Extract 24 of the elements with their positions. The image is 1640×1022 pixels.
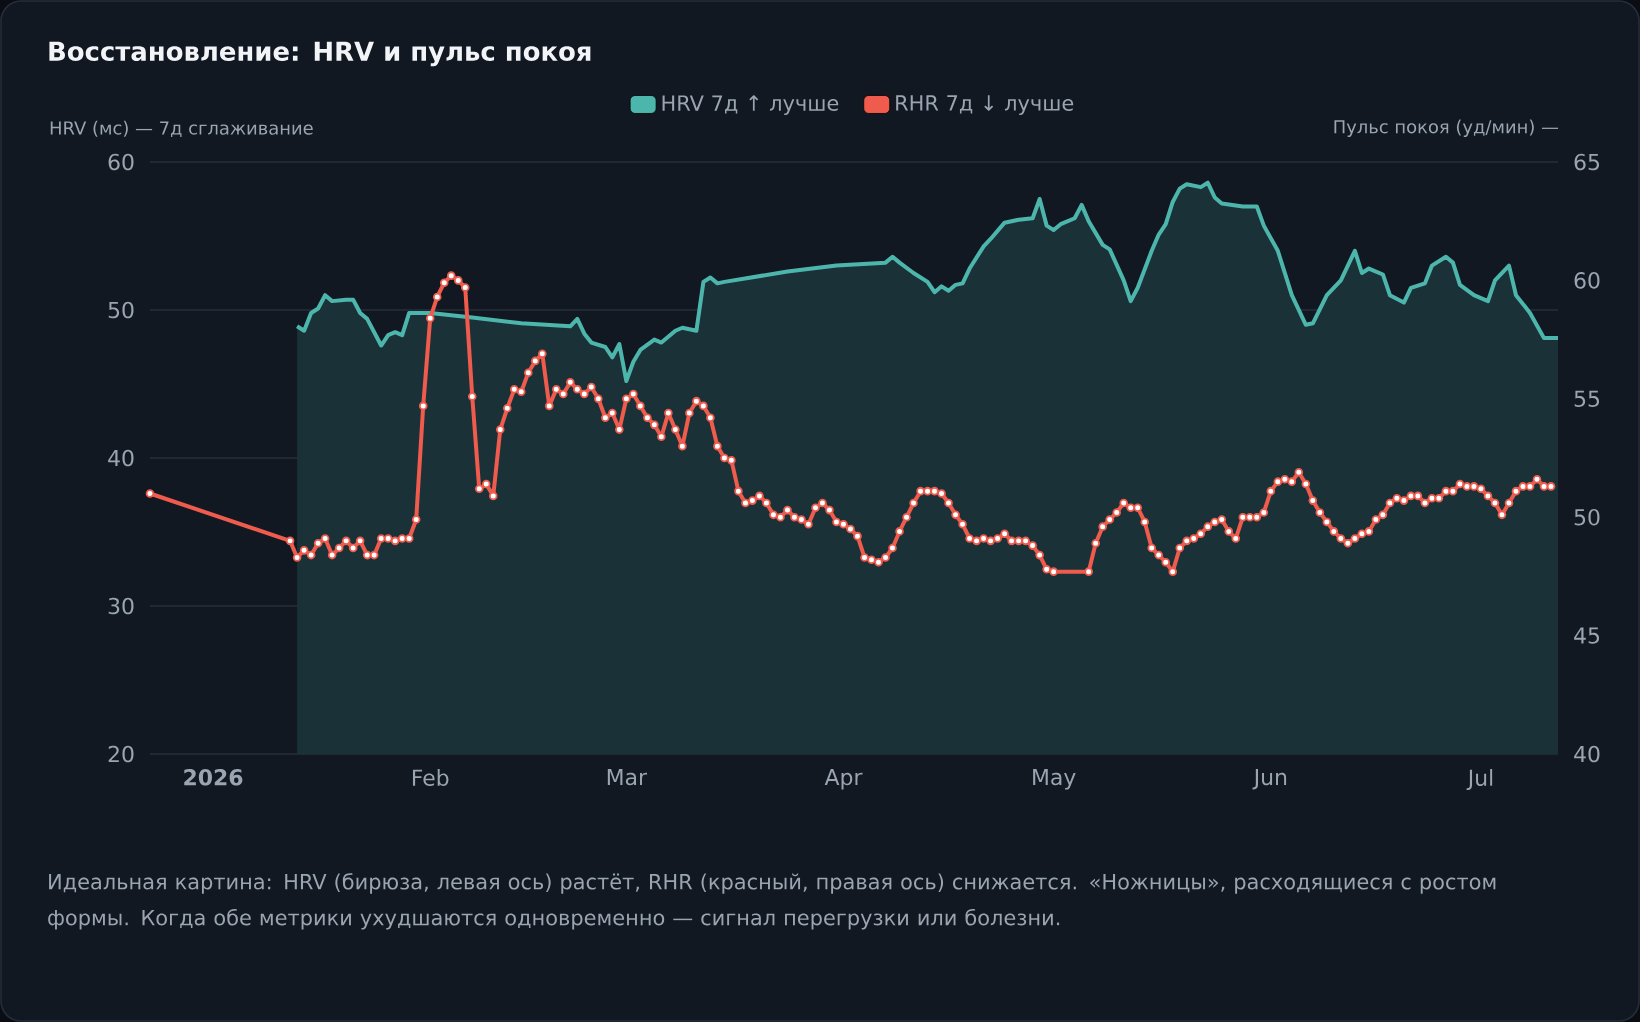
x-tick-label: Feb: [412, 769, 449, 786]
y2-tick-label: 55: [1574, 390, 1600, 407]
y-tick-label: 50: [108, 301, 134, 319]
chart-title: Восстановление: HRV и пульс покоя: [49, 41, 591, 67]
text: Идеальная картина: HRV (бирюза, левая ось) растёт, RHR (красный, правая ось) снижается. «Ножницы», расходящиеся с ростом формы. Когда обе метрики ухудшаются одновременно — сигнал перегрузки или болезни.: [48, 873, 1496, 930]
y-tick-label: 20: [108, 745, 134, 763]
y2-tick-label: 65: [1574, 153, 1600, 171]
y-axis-title: HRV (мс) — 7д сглаживание: [50, 120, 313, 137]
x-tick-label: Jul: [1466, 769, 1493, 791]
legend-label: HRV 7д ↑ лучше: [662, 95, 839, 115]
y2-tick-label: 50: [1574, 508, 1600, 526]
x-tick-label: Apr: [824, 769, 863, 790]
y2-tick-label: 40: [1574, 745, 1600, 763]
x-tick-label: May: [1033, 769, 1076, 790]
y-tick-label: 60: [108, 153, 134, 171]
legend-label: RHR 7д ↓ лучше: [896, 95, 1074, 115]
y2-axis-title: Пульс покоя (уд/мин) —: [1334, 119, 1559, 137]
y-tick-label: 30: [108, 597, 134, 615]
y2-tick-label: 60: [1574, 272, 1600, 289]
x-tick-label: Mar: [607, 769, 648, 786]
x-tick-label: 2026: [184, 769, 243, 786]
x-tick-label: Jun: [1252, 769, 1287, 790]
y-tick-label: 40: [108, 449, 134, 467]
y2-tick-label: 45: [1574, 627, 1600, 644]
